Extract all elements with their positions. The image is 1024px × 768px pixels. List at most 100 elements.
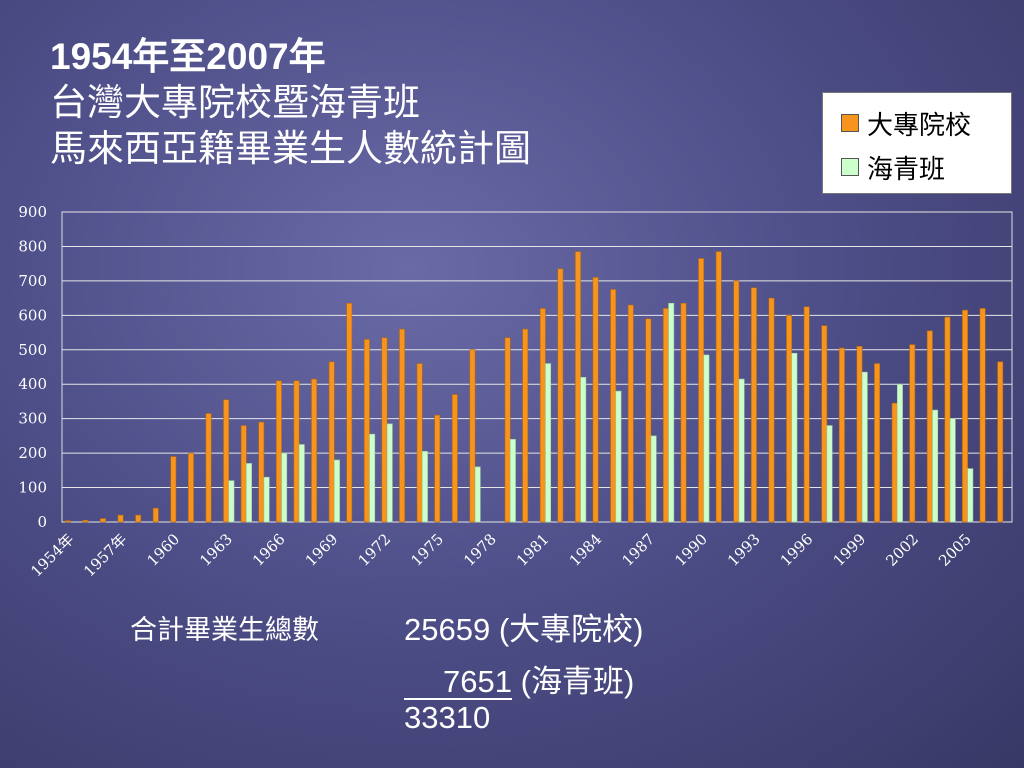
- bar-university: [997, 361, 1004, 523]
- x-tick-label: 2002: [882, 530, 922, 570]
- totals-university: 25659 (大專院校): [404, 604, 644, 649]
- bar-university: [733, 280, 740, 523]
- bar-youth: [545, 363, 552, 523]
- bar-university: [399, 328, 406, 523]
- x-tick-label: 1954年: [27, 530, 77, 580]
- bar-university: [451, 394, 458, 523]
- bar-university: [645, 318, 652, 523]
- bar-university: [64, 520, 71, 523]
- bar-university: [522, 328, 529, 523]
- x-tick-label: 1987: [618, 530, 658, 570]
- title-line-1: 1954年至2007年: [50, 36, 326, 77]
- y-tick-label: 500: [18, 341, 47, 359]
- y-tick-label: 200: [18, 444, 47, 462]
- bar-youth: [298, 444, 305, 523]
- bar-university: [328, 361, 335, 523]
- bar-university: [100, 518, 106, 523]
- bar-university: [381, 337, 388, 523]
- totals-youth: 7651 (海青班): [404, 656, 634, 701]
- bar-university: [715, 251, 722, 523]
- bar-youth: [738, 378, 745, 523]
- y-tick-label: 600: [18, 306, 47, 324]
- x-tick-label: 1969: [302, 530, 342, 570]
- bar-university: [293, 380, 300, 523]
- bar-youth: [650, 435, 657, 523]
- x-tick-label: 1984: [566, 530, 606, 570]
- chart-legend: 大專院校 海青班: [822, 92, 1012, 194]
- title-line-2: 台灣大專院校暨海青班: [50, 82, 420, 123]
- bar-university: [539, 308, 546, 523]
- legend-swatch-university: [841, 114, 859, 132]
- bar-university: [874, 363, 881, 523]
- bar-youth: [386, 423, 393, 523]
- x-tick-label: 1978: [460, 530, 500, 570]
- y-tick-label: 100: [18, 479, 47, 497]
- x-tick-label: 1972: [355, 530, 395, 570]
- bar-youth: [334, 459, 340, 523]
- x-tick-label: 1957年: [80, 530, 130, 580]
- bar-university: [311, 378, 318, 523]
- legend-swatch-youth: [841, 158, 859, 176]
- bar-youth: [421, 451, 428, 523]
- bar-university: [504, 337, 511, 523]
- y-tick-label: 900: [18, 203, 47, 221]
- bar-university: [188, 452, 194, 523]
- bar-university: [363, 339, 370, 523]
- bar-youth: [703, 354, 710, 523]
- y-tick-label: 800: [18, 237, 47, 255]
- bar-university: [979, 308, 986, 523]
- x-tick-label: 1990: [671, 530, 711, 570]
- bar-youth: [228, 480, 235, 523]
- legend-label-university: 大專院校: [867, 109, 972, 140]
- bar-youth: [580, 377, 587, 523]
- bar-university: [891, 402, 898, 523]
- totals-label: 合計畢業生總數: [130, 615, 319, 645]
- bar-youth: [281, 452, 288, 523]
- legend-item-youth: 海青班: [841, 145, 1011, 189]
- y-tick-label: 300: [18, 410, 47, 428]
- bar-university: [926, 330, 933, 523]
- bar-youth: [369, 433, 376, 523]
- bar-university: [557, 268, 564, 523]
- bar-university: [469, 349, 476, 523]
- bar-youth: [246, 463, 252, 523]
- bar-university: [909, 344, 916, 523]
- x-tick-label: 1975: [407, 530, 447, 570]
- bar-youth: [932, 409, 939, 523]
- bar-university: [117, 514, 124, 523]
- totals-university-label: (大專院校): [498, 612, 644, 647]
- bar-university: [416, 363, 423, 523]
- bar-university: [627, 304, 634, 523]
- bar-university: [346, 302, 353, 523]
- x-tick-label: 1993: [724, 530, 764, 570]
- bar-youth: [896, 383, 903, 523]
- bar-university: [944, 316, 951, 523]
- bar-university: [275, 380, 282, 523]
- bar-university: [768, 297, 775, 523]
- totals-sum: 33310: [404, 700, 491, 735]
- bar-university: [82, 519, 89, 523]
- bar-university: [821, 325, 828, 523]
- totals-youth-value: 7651: [404, 666, 512, 700]
- bar-university: [786, 315, 793, 523]
- bar-youth: [861, 371, 868, 523]
- bar-university: [663, 308, 669, 523]
- bar-university: [680, 302, 687, 523]
- y-tick-label: 400: [18, 375, 47, 393]
- x-tick-label: 1996: [777, 530, 817, 570]
- bar-youth: [967, 468, 974, 523]
- x-tick-label: 1963: [196, 530, 236, 570]
- bar-youth: [668, 302, 675, 523]
- bar-university: [803, 306, 810, 523]
- plot-frame: [61, 211, 1013, 523]
- bar-youth: [263, 476, 270, 523]
- totals-youth-label: (海青班): [520, 664, 635, 699]
- bar-university: [592, 277, 599, 523]
- title-line-3: 馬來西亞籍畢業生人數統計圖: [50, 128, 531, 169]
- bar-university: [434, 414, 441, 523]
- bar-university: [575, 251, 581, 523]
- bar-youth: [949, 418, 956, 523]
- bar-university: [698, 258, 705, 523]
- bar-youth: [826, 425, 833, 523]
